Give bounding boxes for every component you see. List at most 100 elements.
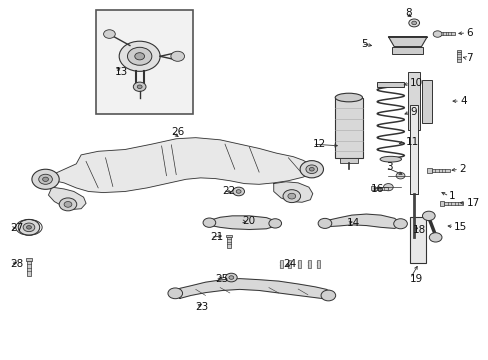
Text: 7: 7 — [466, 53, 472, 63]
Circle shape — [300, 161, 323, 178]
Text: 16: 16 — [370, 184, 384, 194]
Circle shape — [137, 85, 142, 89]
Text: 27: 27 — [10, 224, 23, 233]
Bar — [391, 46, 423, 54]
Bar — [334, 98, 362, 158]
Circle shape — [167, 288, 182, 299]
Circle shape — [318, 219, 331, 228]
Text: 3: 3 — [385, 162, 392, 172]
Text: 28: 28 — [10, 259, 23, 269]
Text: 15: 15 — [453, 222, 467, 231]
Bar — [431, 170, 449, 172]
Circle shape — [422, 211, 434, 221]
Text: 10: 10 — [409, 78, 423, 88]
Circle shape — [23, 223, 35, 231]
Polygon shape — [48, 187, 86, 210]
Text: 26: 26 — [171, 127, 184, 136]
Circle shape — [170, 51, 184, 61]
Circle shape — [26, 226, 31, 229]
Bar — [26, 261, 31, 275]
Circle shape — [283, 190, 300, 203]
Bar — [439, 32, 454, 35]
Circle shape — [236, 190, 241, 193]
Text: 18: 18 — [412, 225, 425, 235]
Circle shape — [59, 198, 77, 211]
Circle shape — [432, 31, 441, 37]
Circle shape — [232, 187, 244, 196]
Bar — [370, 186, 374, 190]
Circle shape — [395, 172, 404, 179]
Bar — [226, 234, 231, 237]
Text: 8: 8 — [405, 8, 411, 18]
Bar — [435, 32, 439, 36]
Bar — [409, 217, 425, 263]
Bar — [226, 237, 230, 248]
Bar — [316, 260, 319, 268]
Circle shape — [18, 220, 40, 235]
Bar — [407, 72, 419, 130]
Circle shape — [309, 167, 314, 171]
Bar — [96, 10, 193, 114]
Bar — [374, 187, 387, 189]
Bar — [427, 168, 431, 173]
Text: 12: 12 — [312, 139, 325, 149]
Circle shape — [268, 219, 281, 228]
Circle shape — [135, 53, 144, 60]
Circle shape — [287, 193, 295, 199]
Circle shape — [393, 219, 407, 229]
Polygon shape — [323, 214, 399, 228]
Bar — [439, 201, 443, 206]
Bar — [288, 260, 291, 268]
Text: 9: 9 — [409, 107, 416, 117]
Text: 2: 2 — [458, 164, 465, 174]
Bar — [307, 260, 310, 268]
Circle shape — [39, 174, 52, 184]
Text: 11: 11 — [405, 138, 418, 147]
Text: 21: 21 — [210, 232, 223, 242]
Text: 24: 24 — [283, 259, 296, 269]
Bar — [456, 52, 460, 62]
Bar — [443, 202, 463, 204]
Bar — [298, 260, 301, 268]
Text: 5: 5 — [361, 39, 367, 49]
Polygon shape — [273, 182, 312, 202]
Circle shape — [408, 19, 419, 27]
Polygon shape — [387, 37, 427, 46]
Circle shape — [32, 169, 59, 189]
Polygon shape — [207, 216, 276, 229]
Text: 17: 17 — [466, 198, 479, 208]
Circle shape — [133, 82, 146, 91]
Circle shape — [203, 218, 215, 227]
Text: 23: 23 — [195, 302, 208, 312]
Ellipse shape — [379, 156, 401, 162]
Circle shape — [228, 276, 233, 279]
Text: 20: 20 — [242, 216, 255, 226]
Circle shape — [42, 177, 48, 181]
Text: 25: 25 — [215, 274, 228, 284]
Bar — [279, 260, 282, 268]
Polygon shape — [44, 138, 312, 193]
Bar — [25, 258, 32, 261]
Ellipse shape — [334, 93, 362, 102]
Bar — [409, 105, 417, 194]
Text: 4: 4 — [459, 96, 466, 106]
Circle shape — [127, 47, 152, 65]
Circle shape — [428, 233, 441, 242]
Circle shape — [305, 165, 317, 174]
Bar — [376, 82, 404, 87]
Bar — [339, 158, 357, 163]
Text: 6: 6 — [466, 28, 472, 38]
Text: 1: 1 — [448, 191, 455, 201]
Text: 22: 22 — [222, 186, 235, 196]
Bar — [421, 80, 431, 123]
Polygon shape — [173, 279, 331, 299]
Circle shape — [225, 273, 237, 282]
Circle shape — [383, 184, 392, 191]
Circle shape — [411, 21, 416, 25]
Circle shape — [64, 202, 72, 207]
Circle shape — [321, 290, 335, 301]
Text: 13: 13 — [115, 67, 128, 77]
Circle shape — [103, 30, 115, 39]
Bar — [456, 50, 461, 52]
Text: 14: 14 — [346, 218, 359, 228]
